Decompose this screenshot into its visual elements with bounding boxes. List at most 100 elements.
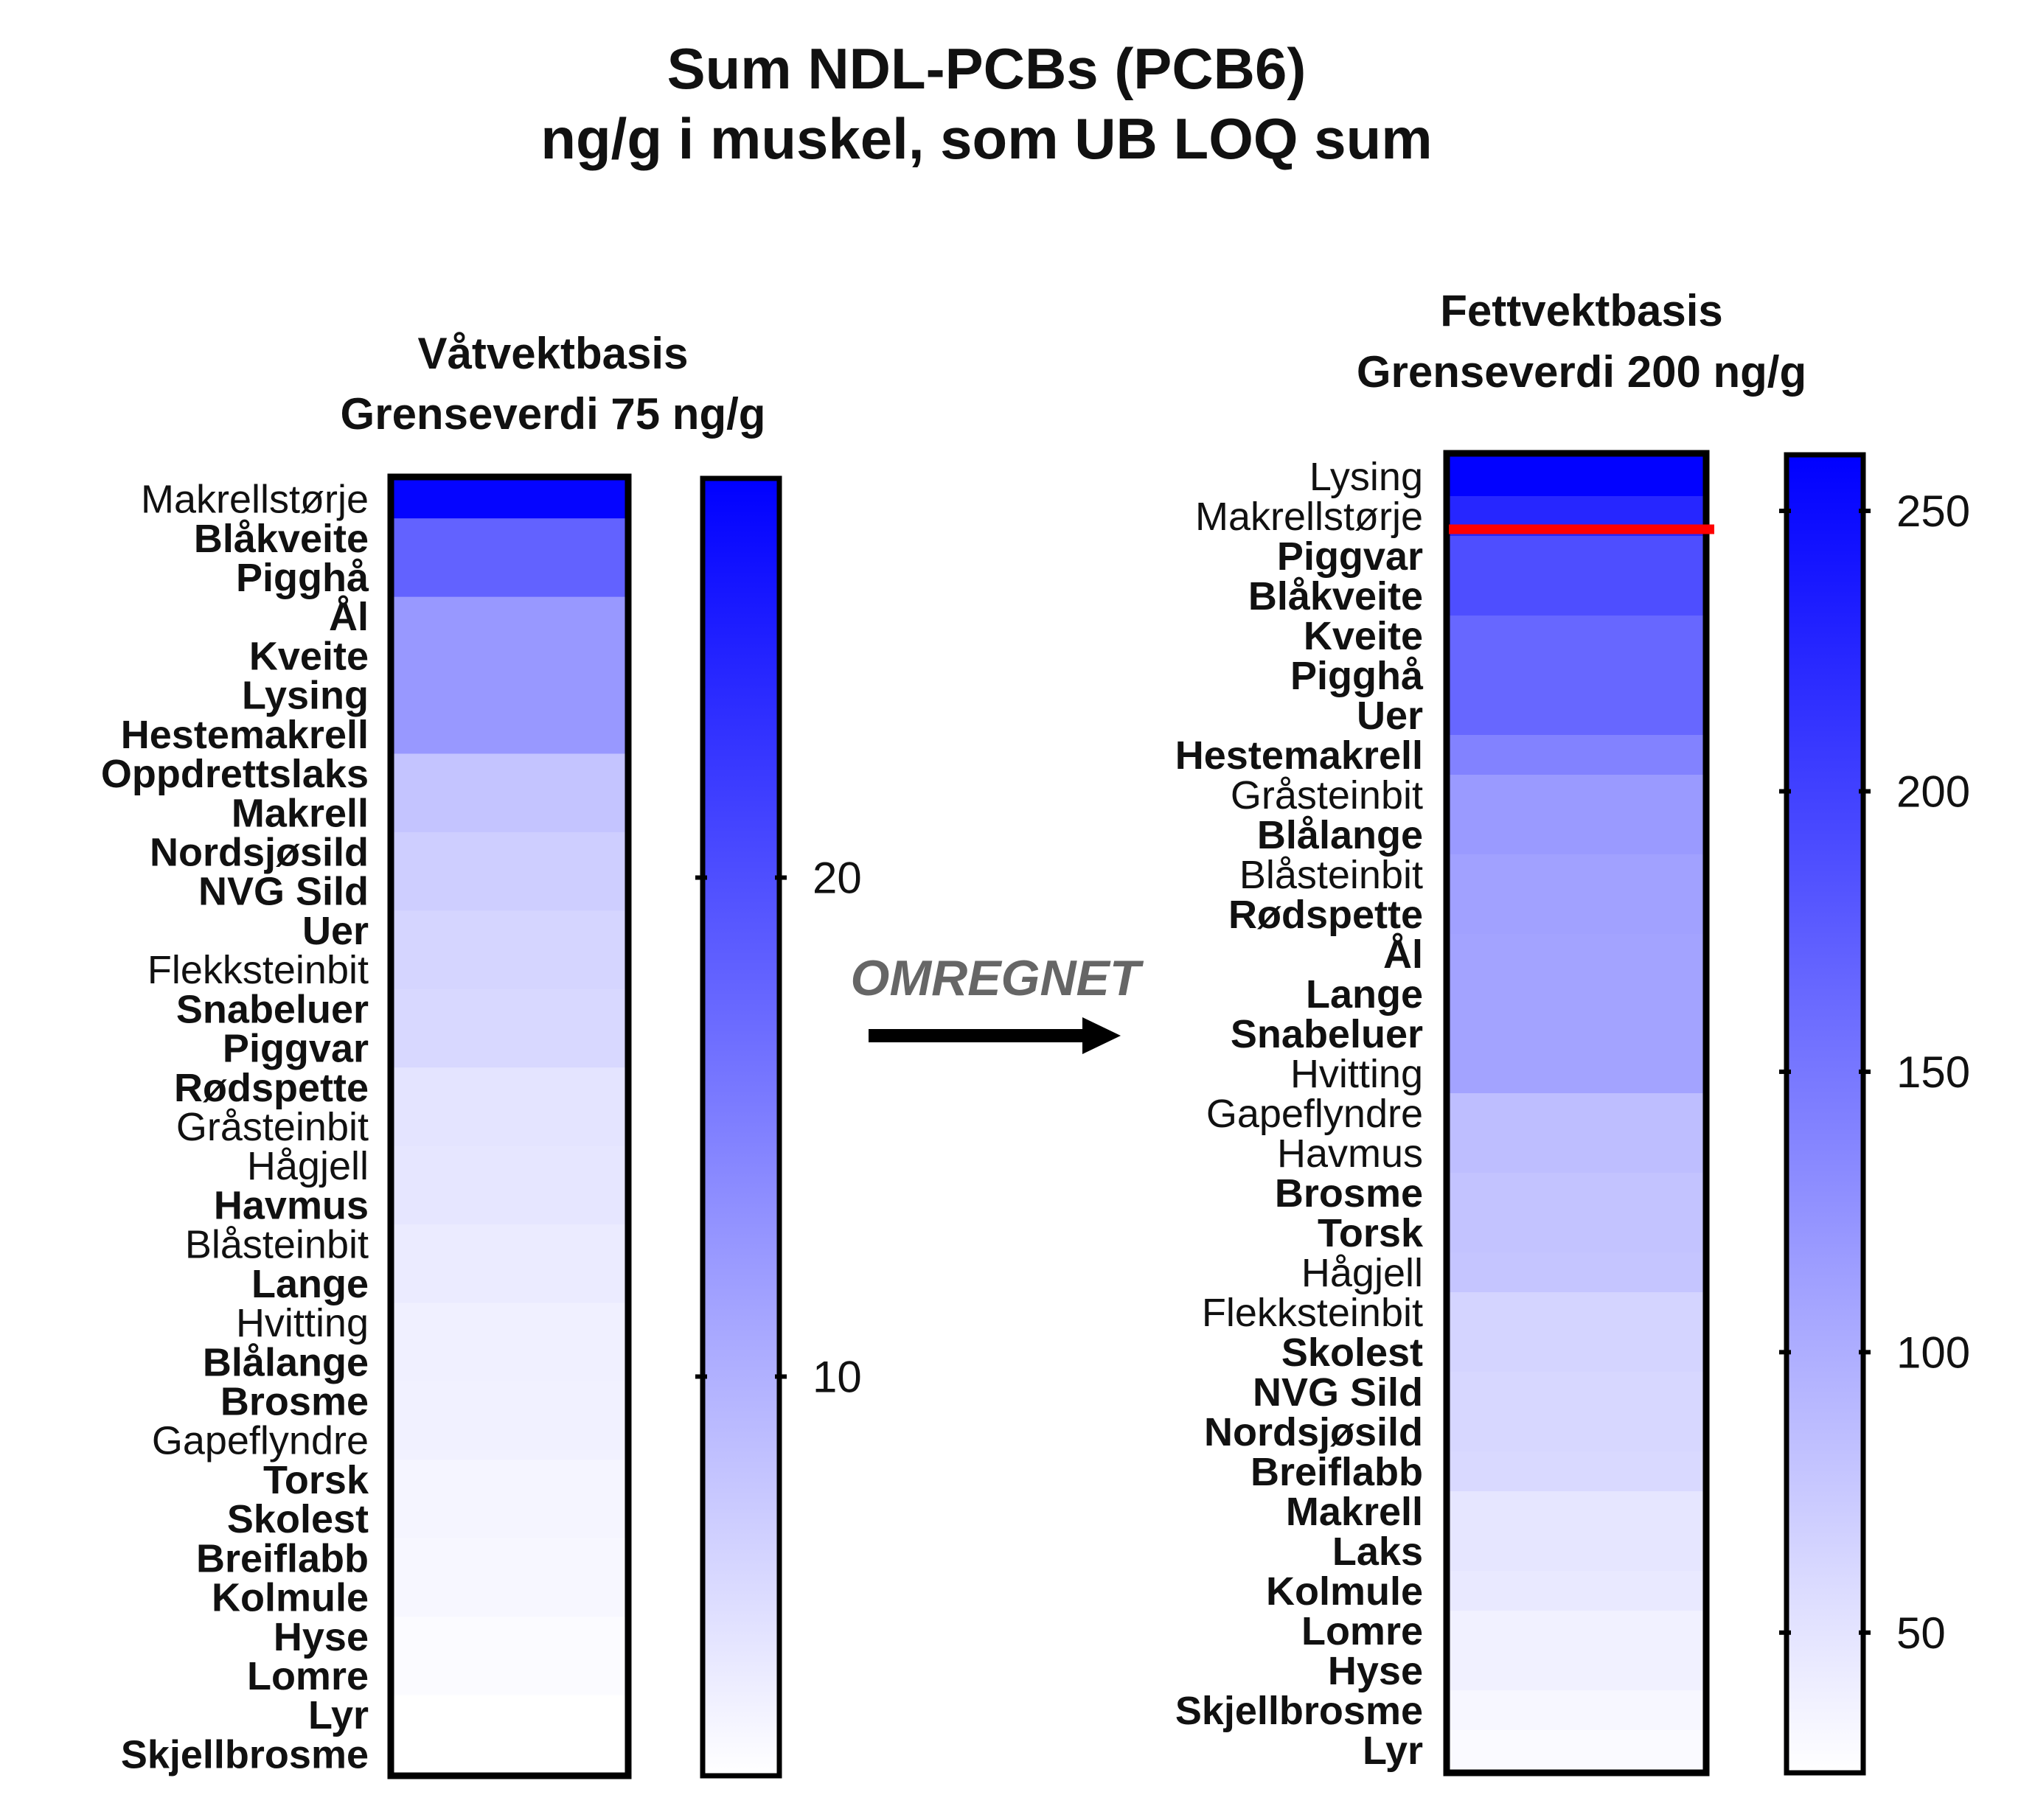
heatmap-cell — [1450, 1014, 1703, 1054]
row-label: Lange — [1306, 972, 1423, 1017]
row-label: Ål — [329, 595, 369, 639]
heatmap-cell — [1450, 1571, 1703, 1611]
colorbar-tick-label: 150 — [1896, 1047, 1970, 1097]
row-label: Hågjell — [247, 1144, 369, 1188]
left-row-labels: MakrellstørjeBlåkveitePigghåÅlKveiteLysi… — [101, 478, 369, 1777]
row-label: Makrellstørje — [141, 478, 369, 522]
heatmap-cell — [393, 1263, 626, 1304]
heatmap-cell — [1450, 576, 1703, 616]
heatmap-cell — [1450, 695, 1703, 736]
row-label: Flekksteinbit — [1202, 1291, 1423, 1335]
row-label: Skolest — [1281, 1331, 1423, 1375]
row-label: Blåsteinbit — [1239, 853, 1423, 897]
heatmap-cell — [393, 949, 626, 990]
row-label: Gapeflyndre — [152, 1419, 369, 1463]
row-label: Brosme — [220, 1379, 369, 1423]
figure-title-line2: ng/g i muskel, som UB LOQ sum — [540, 106, 1432, 171]
heatmap-cell — [1450, 655, 1703, 696]
row-label: Kolmule — [212, 1576, 369, 1620]
heatmap-cell — [1450, 894, 1703, 935]
row-label: Blåkveite — [1248, 574, 1423, 618]
heatmap-cell — [393, 1224, 626, 1264]
right-row-labels: LysingMakrellstørjePiggvarBlåkveiteKveit… — [1175, 455, 1424, 1773]
figure-title-line1: Sum NDL-PCBs (PCB6) — [667, 36, 1307, 101]
row-label: Kveite — [249, 634, 369, 678]
heatmap-cell — [1450, 1053, 1703, 1094]
heatmap-cell — [393, 1303, 626, 1343]
heatmap-cell — [1450, 1213, 1703, 1253]
row-label: Gråsteinbit — [1231, 773, 1423, 817]
row-label: Pigghå — [1290, 654, 1424, 698]
row-label: Rødspette — [174, 1066, 369, 1110]
row-label: Skolest — [227, 1497, 369, 1541]
right-colorbar-ticks: 50 100 150 200 250 — [1779, 487, 1970, 1658]
heatmap-cell — [393, 792, 626, 833]
left-panel-title-line2: Grenseverdi 75 ng/g — [341, 389, 766, 439]
row-label: Rødspette — [1228, 893, 1423, 937]
heatmap-cell — [393, 1028, 626, 1068]
heatmap-cell — [1450, 1173, 1703, 1213]
heatmap-cell — [1450, 1611, 1703, 1651]
row-label: Skjellbrosme — [121, 1732, 369, 1777]
right-colorbar — [1784, 452, 1866, 1776]
row-label: Hyse — [274, 1615, 369, 1659]
heatmap-cell — [393, 1420, 626, 1460]
row-label: Piggvar — [1277, 534, 1423, 579]
heatmap-cell — [1450, 1730, 1703, 1771]
row-label: Hågjell — [1301, 1251, 1423, 1295]
heatmap-cell — [393, 1538, 626, 1578]
heatmap-cell — [1450, 1491, 1703, 1532]
row-label: Kveite — [1304, 614, 1423, 658]
heatmap-cell — [393, 989, 626, 1029]
row-label: Gråsteinbit — [176, 1105, 369, 1149]
row-label: Flekksteinbit — [147, 948, 369, 992]
heatmap-cell — [393, 479, 626, 519]
left-panel-title-line1: Våtvektbasis — [418, 329, 689, 378]
row-label: Lysing — [242, 674, 369, 718]
heatmap-cell — [393, 1695, 626, 1735]
heatmap-cell — [1450, 1292, 1703, 1333]
heatmap-cell — [393, 871, 626, 911]
row-label: NVG Sild — [1253, 1370, 1423, 1415]
row-label: Lyr — [308, 1693, 369, 1737]
row-label: Pigghå — [236, 556, 369, 600]
heatmap-cell — [1450, 974, 1703, 1014]
row-label: Torsk — [263, 1458, 369, 1502]
row-label: Torsk — [1318, 1211, 1424, 1255]
conversion-arrow-head — [1082, 1017, 1121, 1054]
heatmap-cell — [1450, 854, 1703, 895]
colorbar-tick-label: 20 — [813, 854, 862, 903]
heatmap-cell — [1450, 536, 1703, 576]
row-label: Blåsteinbit — [185, 1223, 369, 1267]
right-panel-title-line1: Fettvektbasis — [1440, 286, 1723, 335]
heatmap-cell — [1450, 1451, 1703, 1492]
row-label: Lysing — [1309, 455, 1423, 499]
heatmap-cell — [393, 1067, 626, 1107]
heatmap-cell — [393, 714, 626, 755]
heatmap-cell — [1450, 775, 1703, 815]
right-panel-title-line2: Grenseverdi 200 ng/g — [1357, 347, 1806, 397]
heatmap-cell — [393, 1146, 626, 1186]
heatmap-cell — [393, 753, 626, 794]
heatmap-cell — [1450, 1412, 1703, 1452]
heatmap-cell — [1450, 1093, 1703, 1134]
heatmap-cell — [393, 831, 626, 872]
colorbar-tick-label: 50 — [1896, 1608, 1946, 1658]
row-label: Kolmule — [1266, 1569, 1423, 1614]
heatmap-cell — [1450, 1690, 1703, 1731]
heatmap-cell — [393, 596, 626, 637]
row-label: Lomre — [1301, 1609, 1423, 1653]
row-label: Breiflabb — [196, 1536, 369, 1580]
row-label: Makrell — [1286, 1490, 1423, 1534]
row-label: Ål — [1383, 932, 1423, 977]
heatmap-cell — [393, 635, 626, 676]
row-label: Hvitting — [236, 1301, 369, 1345]
row-label: Lyr — [1363, 1729, 1423, 1773]
row-label: Breiflabb — [1250, 1450, 1423, 1494]
heatmap-cell — [393, 1106, 626, 1147]
heatmap-cell — [1450, 616, 1703, 656]
omregnet-label: OMREGNET — [851, 950, 1144, 1006]
colorbar-tick-label: 250 — [1896, 487, 1970, 536]
row-label: Laks — [1332, 1530, 1423, 1574]
row-label: Uer — [1357, 694, 1423, 738]
